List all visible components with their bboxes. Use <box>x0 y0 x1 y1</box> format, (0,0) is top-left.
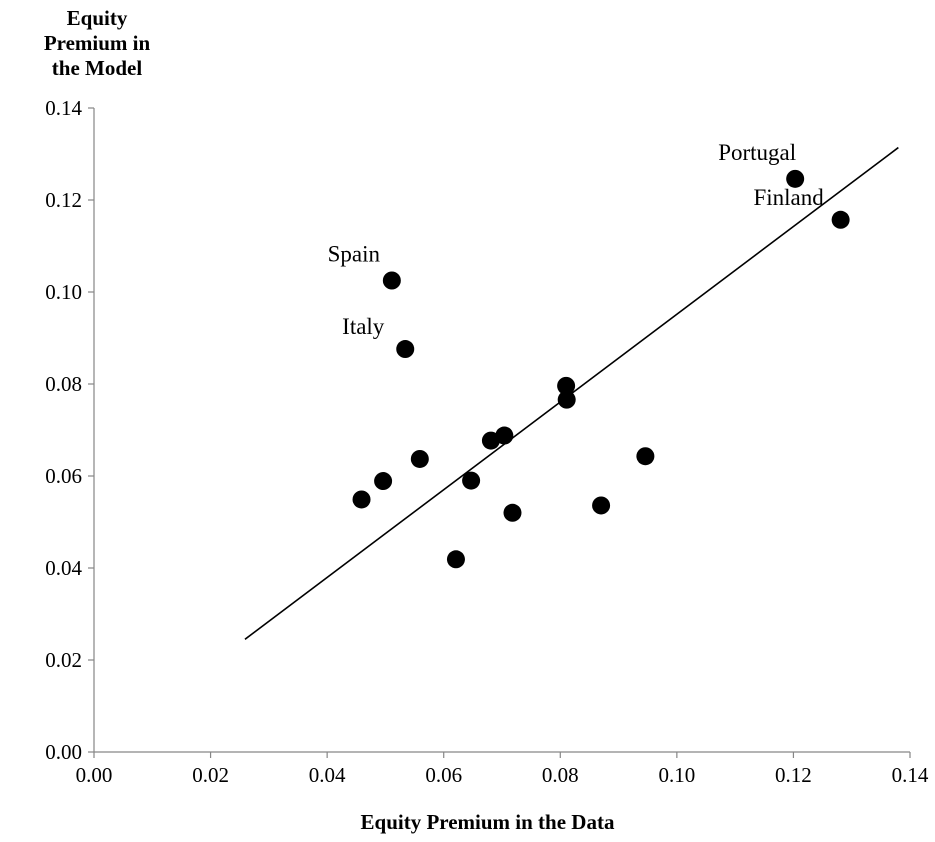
x-tick-label: 0.02 <box>192 763 229 787</box>
data-point <box>786 169 805 188</box>
data-point <box>462 471 481 490</box>
data-point <box>831 210 850 229</box>
y-axis-label-line-3: the Model <box>51 56 143 80</box>
point-label: Portugal <box>718 140 796 165</box>
y-tick-label: 0.02 <box>45 648 82 672</box>
data-point <box>495 426 514 445</box>
y-tick-label: 0.14 <box>45 96 82 120</box>
data-point <box>557 390 576 409</box>
y-axis-label-line-1: Equity <box>66 6 128 30</box>
data-point <box>374 472 393 491</box>
y-tick-label: 0.04 <box>45 556 82 580</box>
point-label: Italy <box>342 314 385 339</box>
y-tick-label: 0.08 <box>45 372 82 396</box>
data-point <box>592 496 611 515</box>
y-tick-label: 0.00 <box>45 740 82 764</box>
y-tick-label: 0.12 <box>45 188 82 212</box>
x-tick-label: 0.00 <box>76 763 113 787</box>
point-label: Finland <box>753 185 824 210</box>
y-tick-label: 0.10 <box>45 280 82 304</box>
y-axis-label-line-2: Premium in <box>43 31 151 55</box>
data-point <box>352 490 371 509</box>
data-point <box>396 340 415 359</box>
point-label: Spain <box>328 242 381 267</box>
x-tick-label: 0.10 <box>658 763 695 787</box>
data-point <box>636 447 655 466</box>
data-point <box>557 376 576 395</box>
data-point <box>446 550 465 569</box>
x-tick-label: 0.04 <box>309 763 346 787</box>
data-point <box>410 449 429 468</box>
x-tick-label: 0.14 <box>892 763 929 787</box>
data-point <box>503 503 522 522</box>
y-tick-label: 0.06 <box>45 464 82 488</box>
x-tick-label: 0.12 <box>775 763 812 787</box>
x-tick-label: 0.06 <box>425 763 462 787</box>
data-point <box>382 271 401 290</box>
x-tick-label: 0.08 <box>542 763 579 787</box>
x-axis-label: Equity Premium in the Data <box>360 810 615 834</box>
